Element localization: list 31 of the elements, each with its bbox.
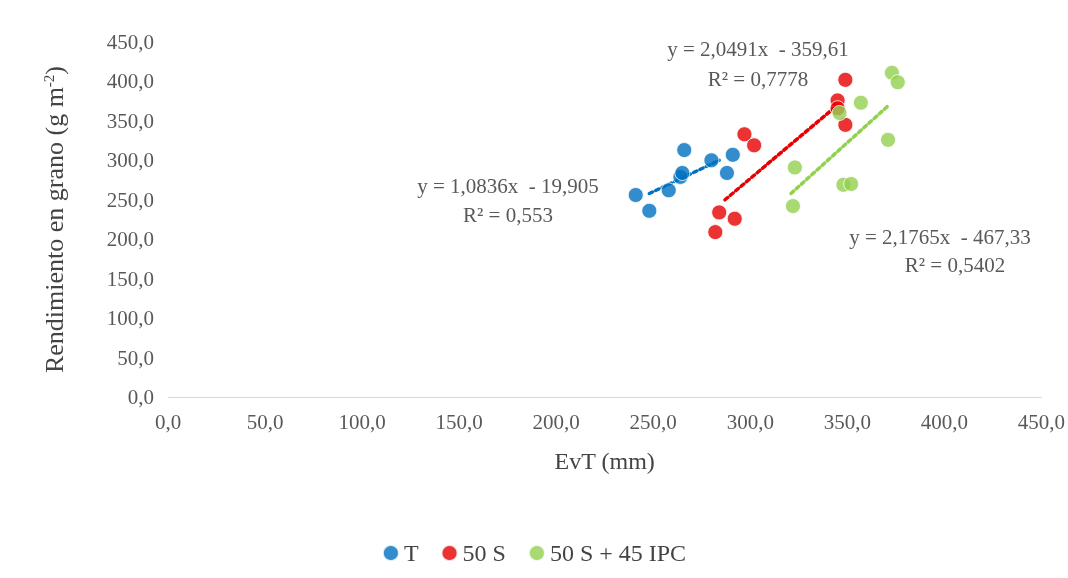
- annotation: R² = 0,5402: [904, 252, 1006, 277]
- y-tick-label: 350,0: [106, 108, 154, 133]
- y-tick-label: 250,0: [106, 187, 154, 212]
- annotation: y = 2,1765x - 467,33: [849, 224, 1031, 249]
- x-tick-label: 400,0: [920, 409, 968, 434]
- y-axis-title: Rendimiento en grano (g m-2): [40, 65, 69, 374]
- annotation: R² = 0,553: [463, 202, 553, 227]
- y-tick-label: 50,0: [117, 345, 154, 370]
- y-tick-label: 150,0: [106, 266, 154, 291]
- x-tick-label: 50,0: [246, 409, 284, 434]
- y-tick-label: 100,0: [106, 306, 154, 331]
- x-tick-label: 0,0: [154, 409, 182, 434]
- x-tick-label: 150,0: [435, 409, 483, 434]
- y-tick-label: 0,0: [127, 385, 154, 409]
- legend-label: 50 S + 45 IPC: [549, 540, 687, 566]
- y-tick-label: 300,0: [106, 148, 154, 173]
- x-tick-label: 250,0: [629, 409, 677, 434]
- annotation: R² = 0,7778: [707, 66, 809, 91]
- annotation: y = 1,0836x - 19,905: [417, 173, 599, 198]
- x-tick-label: 100,0: [338, 409, 386, 434]
- x-tick-label: 200,0: [532, 409, 580, 434]
- legend-label: 50 S: [462, 540, 506, 566]
- x-tick-label: 300,0: [726, 409, 774, 434]
- x-tick-label: 350,0: [823, 409, 871, 434]
- x-tick-label: 450,0: [1017, 409, 1065, 434]
- y-tick-label: 450,0: [106, 30, 154, 54]
- x-axis-title: EvT (mm): [554, 448, 655, 474]
- legend-label: T: [403, 540, 419, 566]
- y-tick-label: 400,0: [106, 69, 154, 94]
- y-tick-label: 200,0: [106, 227, 154, 252]
- annotation: y = 2,0491x - 359,61: [667, 36, 849, 61]
